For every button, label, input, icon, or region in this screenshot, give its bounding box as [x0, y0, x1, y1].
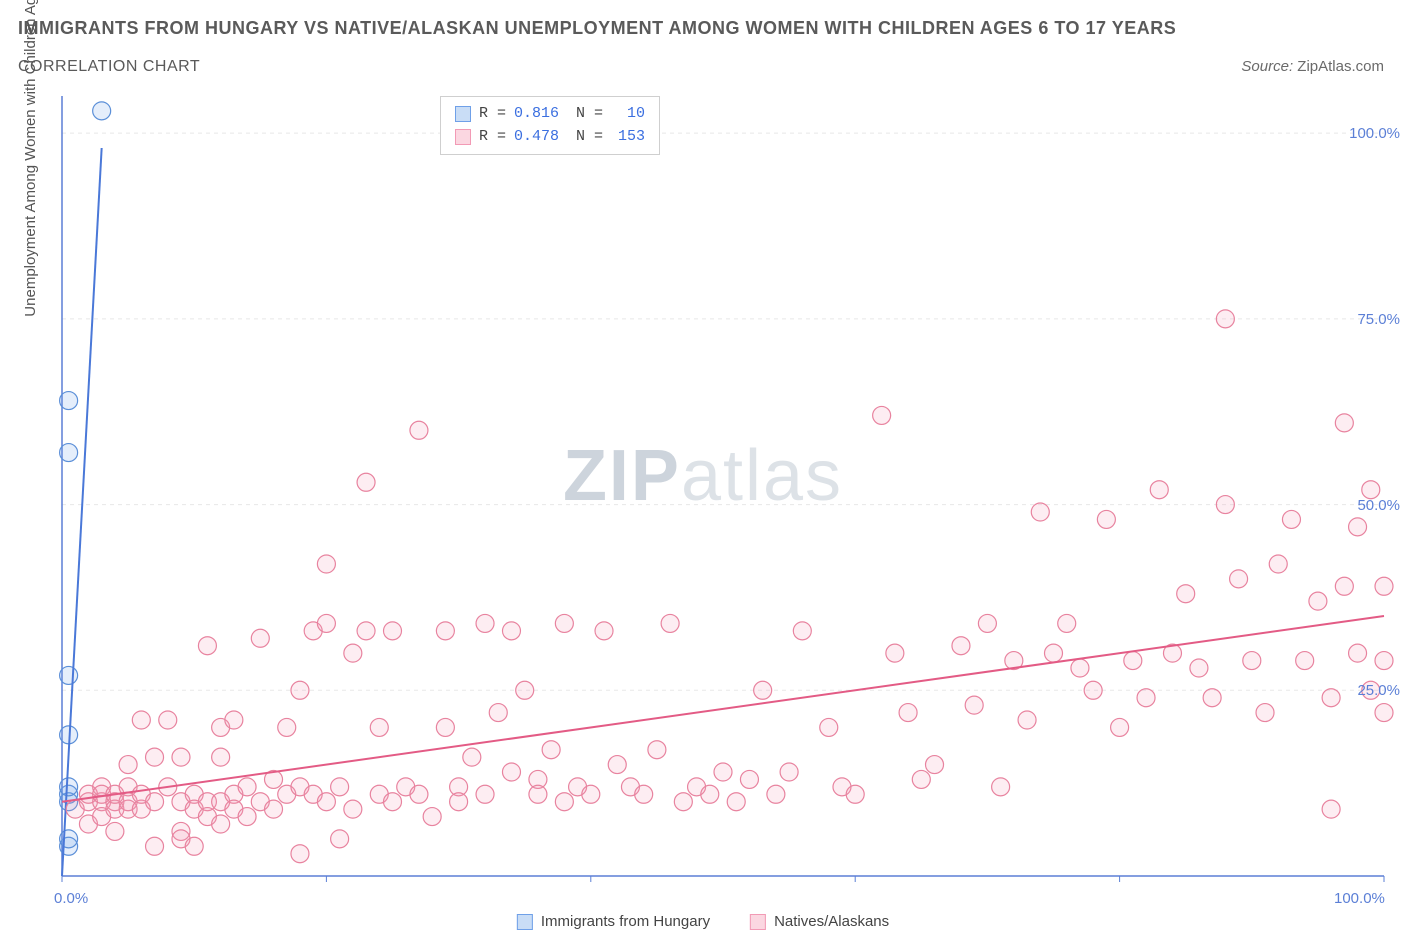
subtitle: CORRELATION CHART [18, 58, 200, 76]
source-prefix: Source: [1241, 58, 1297, 75]
stat-n-label: N = [567, 103, 603, 126]
stat-swatch-icon [455, 129, 471, 145]
stat-n-value: 10 [611, 103, 645, 126]
stat-row-natives: R = 0.478 N = 153 [455, 126, 645, 149]
legend-label: Natives/Alaskans [774, 913, 889, 930]
y-tick-label: 25.0% [1357, 682, 1400, 699]
page-title: IMMIGRANTS FROM HUNGARY VS NATIVE/ALASKA… [18, 18, 1176, 39]
scatter-chart [0, 90, 1406, 902]
correlation-stats-box: R = 0.816 N = 10 R = 0.478 N = 153 [440, 96, 660, 155]
y-tick-label: 100.0% [1349, 125, 1400, 142]
chart-container: Unemployment Among Women with Children A… [0, 90, 1406, 930]
legend-label: Immigrants from Hungary [541, 913, 710, 930]
x-tick-label: 100.0% [1334, 890, 1385, 907]
x-tick-label: 0.0% [54, 890, 88, 907]
stat-swatch-icon [455, 106, 471, 122]
source-name: ZipAtlas.com [1297, 58, 1384, 75]
y-tick-label: 50.0% [1357, 497, 1400, 514]
legend: Immigrants from Hungary Natives/Alaskans [517, 913, 889, 930]
stat-n-label: N = [567, 126, 603, 149]
stat-r-label: R = [479, 103, 506, 126]
stat-r-value: 0.816 [514, 103, 559, 126]
stat-r-value: 0.478 [514, 126, 559, 149]
stat-r-label: R = [479, 126, 506, 149]
y-axis-label: Unemployment Among Women with Children A… [22, 0, 39, 317]
legend-item-natives: Natives/Alaskans [750, 913, 889, 930]
source-attribution: Source: ZipAtlas.com [1241, 58, 1384, 75]
legend-swatch-icon [517, 914, 533, 930]
legend-item-hungary: Immigrants from Hungary [517, 913, 710, 930]
stat-row-hungary: R = 0.816 N = 10 [455, 103, 645, 126]
y-tick-label: 75.0% [1357, 311, 1400, 328]
stat-n-value: 153 [611, 126, 645, 149]
legend-swatch-icon [750, 914, 766, 930]
